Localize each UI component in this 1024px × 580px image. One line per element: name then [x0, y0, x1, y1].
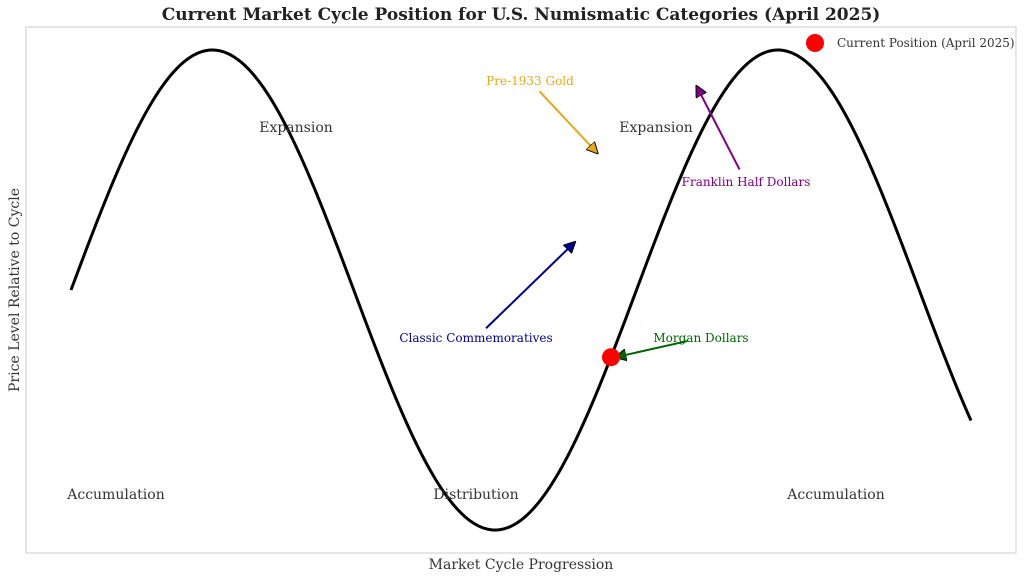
annotation-label-morgan-dollars: Morgan Dollars [653, 331, 748, 345]
phase-labels: Accumulation Expansion Distribution Expa… [66, 120, 884, 503]
annotation-arrow-morgan-dollars [616, 340, 688, 357]
plot-frame [25, 26, 1017, 554]
phase-label-accumulation-2: Accumulation [786, 487, 884, 503]
annotation-morgan-dollars: Morgan Dollars [616, 331, 749, 357]
annotation-label-pre1933-gold: Pre-1933 Gold [486, 74, 574, 88]
annotations: Pre-1933 Gold Franklin Half Dollars Clas… [399, 74, 810, 357]
phase-label-expansion-1: Expansion [259, 120, 333, 136]
annotation-pre1933-gold: Pre-1933 Gold [486, 74, 597, 153]
y-axis-label: Price Level Relative to Cycle [7, 188, 23, 392]
chart-title: Current Market Cycle Position for U.S. N… [162, 5, 881, 25]
phase-label-accumulation-1: Accumulation [66, 487, 164, 503]
annotation-arrow-franklin-half-dollars [697, 86, 741, 171]
annotation-arrow-pre1933-gold [538, 90, 598, 153]
cycle-curve [69, 48, 973, 532]
legend-label: Current Position (April 2025) [837, 36, 1015, 50]
phase-label-distribution: Distribution [433, 487, 518, 503]
annotation-franklin-half-dollars: Franklin Half Dollars [682, 86, 811, 189]
legend: Current Position (April 2025) [806, 34, 1015, 52]
x-axis-label: Market Cycle Progression [429, 557, 614, 573]
annotation-label-franklin-half-dollars: Franklin Half Dollars [682, 175, 811, 189]
annotation-classic-commemoratives: Classic Commemoratives [399, 242, 575, 345]
annotation-arrow-classic-commemoratives [485, 242, 575, 329]
current-position-marker [602, 348, 620, 367]
legend-marker [806, 34, 824, 52]
annotation-label-classic-commemoratives: Classic Commemoratives [399, 331, 552, 345]
phase-label-expansion-2: Expansion [619, 120, 693, 136]
